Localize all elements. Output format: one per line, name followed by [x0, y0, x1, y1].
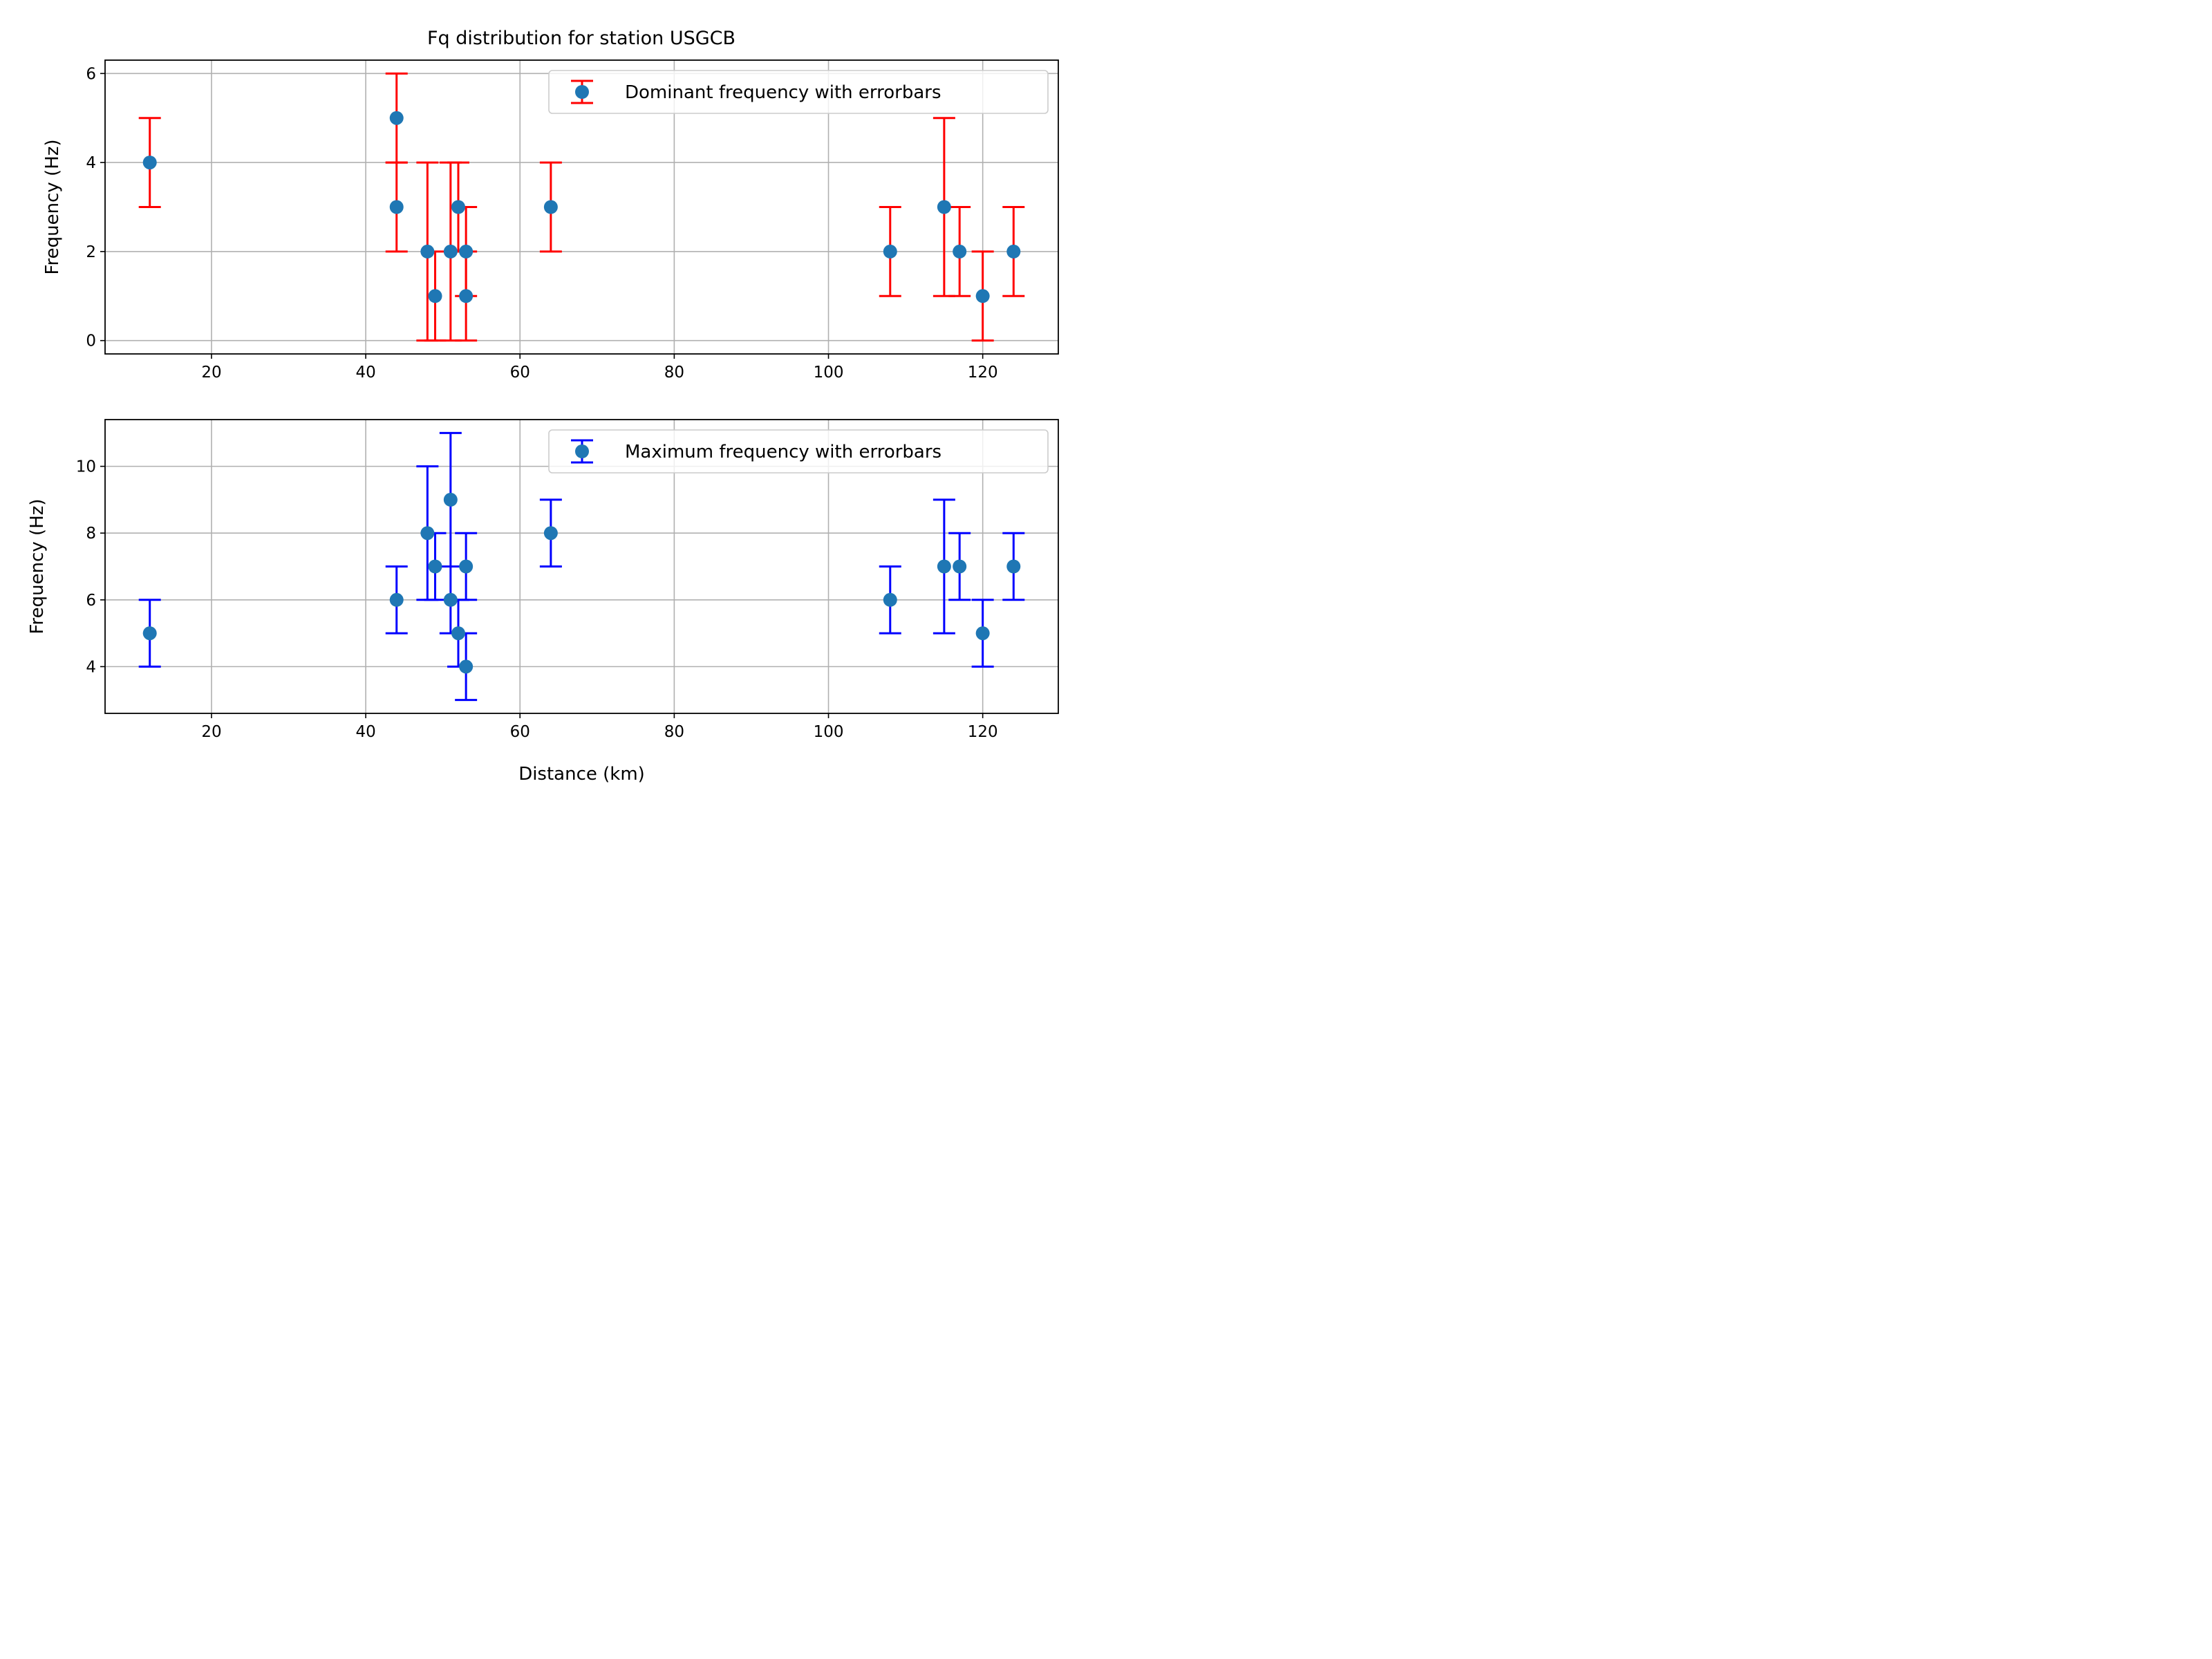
y-tick-label: 4 [86, 154, 96, 172]
figure-title: Fq distribution for station USGCB [427, 28, 735, 49]
x-tick-label: 20 [201, 723, 221, 741]
y-tick-label: 4 [86, 658, 96, 676]
y-tick-label: 6 [86, 592, 96, 610]
x-axis-label: Distance (km) [518, 764, 645, 785]
data-point [459, 289, 474, 303]
data-point [142, 626, 157, 641]
y-axis-label: Frequency (Hz) [27, 498, 48, 634]
data-point [543, 200, 558, 214]
data-point [459, 244, 474, 259]
x-tick-label: 100 [814, 723, 844, 741]
data-point [142, 156, 157, 170]
y-tick-label: 10 [76, 458, 96, 476]
data-point [953, 244, 967, 259]
x-tick-label: 120 [968, 723, 998, 741]
y-tick-label: 8 [86, 525, 96, 543]
dominant-frequency-panel: 20 40 60 80 100 120 0 2 4 6 Dominant frequency wit… [42, 59, 1059, 382]
data-point [420, 526, 435, 541]
x-tick-label: 80 [664, 364, 684, 382]
figure-background [0, 0, 1084, 813]
data-point [1006, 559, 1021, 574]
data-point [937, 559, 951, 574]
data-point [975, 289, 990, 303]
legend-box [548, 70, 1049, 114]
legend: Dominant frequency with errorbars [548, 70, 1049, 114]
x-tick-label: 120 [968, 364, 998, 382]
legend: Maximum frequency with errorbars [548, 429, 1049, 474]
legend-marker [575, 444, 589, 458]
y-tick-label: 2 [86, 243, 96, 261]
data-point [459, 659, 474, 674]
data-point [428, 559, 442, 574]
data-point [443, 592, 458, 607]
data-point [389, 200, 404, 214]
data-point [443, 492, 458, 507]
data-point [389, 111, 404, 125]
x-tick-label: 40 [355, 723, 375, 741]
legend-marker [575, 85, 589, 99]
data-point [451, 626, 465, 641]
x-tick-label: 80 [664, 723, 684, 741]
y-tick-label: 0 [86, 332, 96, 350]
maximum-frequency-panel: 20 40 60 80 100 120 4 6 8 10 Maximum frequency wit… [27, 419, 1059, 785]
x-tick-label: 100 [814, 364, 844, 382]
data-point [543, 526, 558, 541]
legend-label: Dominant frequency with errorbars [625, 82, 941, 103]
data-point [428, 289, 442, 303]
data-point [451, 200, 465, 214]
data-point [937, 200, 951, 214]
x-tick-label: 20 [201, 364, 221, 382]
data-point [883, 592, 897, 607]
legend-box [548, 429, 1049, 474]
data-point [953, 559, 967, 574]
y-axis-label: Frequency (Hz) [42, 139, 63, 274]
x-tick-label: 60 [510, 723, 530, 741]
axes-frame [104, 59, 1059, 355]
legend-label: Maximum frequency with errorbars [625, 442, 941, 462]
data-point [1006, 244, 1021, 259]
data-point [420, 244, 435, 259]
data-point [459, 559, 474, 574]
data-point [883, 244, 897, 259]
figure: Fq distribution for station USGCB 20 40 60… [0, 0, 1084, 813]
x-tick-label: 40 [355, 364, 375, 382]
x-tick-label: 60 [510, 364, 530, 382]
y-tick-label: 6 [86, 65, 96, 83]
axes-frame [104, 419, 1059, 714]
data-point [389, 592, 404, 607]
data-point [443, 244, 458, 259]
data-point [975, 626, 990, 641]
